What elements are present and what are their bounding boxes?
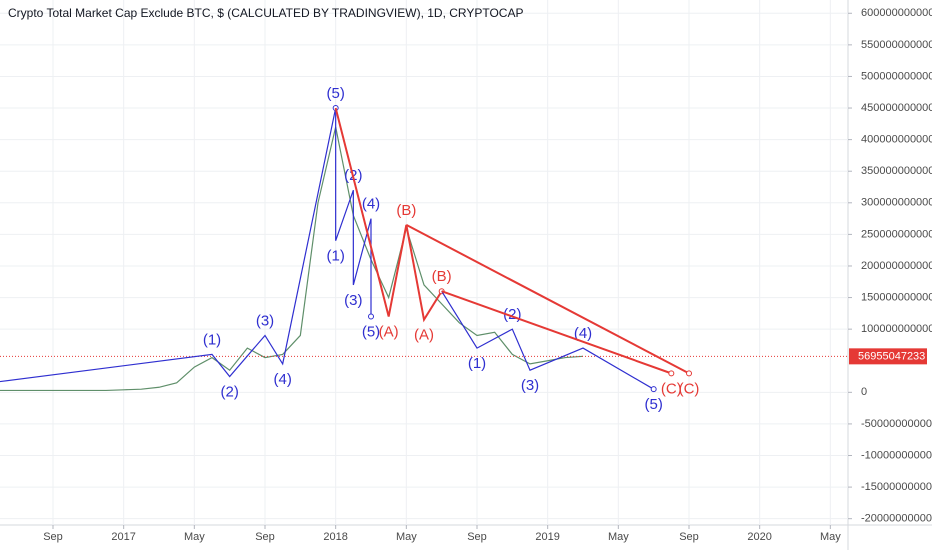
price-line <box>0 126 584 392</box>
wave-end <box>368 313 374 320</box>
wave-label: (B) <box>396 202 416 219</box>
wave-label: (5) <box>644 396 662 413</box>
wave-label: (2) <box>220 384 238 401</box>
x-tick-label: 2018 <box>323 531 347 543</box>
y-tick-label: 500000000000 <box>861 70 932 82</box>
axes: Sep 2017 May Sep 2018 May Sep 2019 May Sep 2020 May… <box>43 7 932 543</box>
wave-label: (A) <box>414 327 434 344</box>
x-tick-label: Sep <box>255 531 275 543</box>
x-tick-label: Sep <box>679 531 699 543</box>
wave-label: (3) <box>521 377 539 394</box>
wave-label: (4) <box>574 325 592 342</box>
wave-label: (1) <box>326 248 344 265</box>
wave-end <box>650 386 657 393</box>
wave-line <box>441 290 654 390</box>
wave-line <box>335 108 372 317</box>
grid <box>0 0 848 525</box>
y-tick-label: 400000000000 <box>861 134 932 146</box>
x-tick-label: May <box>396 531 417 543</box>
wave-line <box>334 107 443 323</box>
x-tick-label: May <box>184 531 205 543</box>
y-tick-label: 200000000000 <box>861 260 932 272</box>
wave-label: (1) <box>468 355 486 372</box>
wave-line <box>441 290 672 375</box>
chart-title: Crypto Total Market Cap Exclude BTC, $ (… <box>8 6 523 20</box>
y-tick-label: -150000000000 <box>861 481 932 493</box>
wave-line <box>405 224 690 375</box>
y-tick-label: 150000000000 <box>861 291 932 303</box>
y-tick-label: 100000000000 <box>861 323 932 335</box>
wave-label: (4) <box>362 196 380 213</box>
wave-label: (3) <box>344 292 362 309</box>
x-tick-label: 2017 <box>111 531 135 543</box>
y-tick-label: 300000000000 <box>861 197 932 209</box>
wave-label: (5) <box>326 85 344 102</box>
wave-end <box>668 370 675 377</box>
wave-label: (C) <box>679 380 700 397</box>
y-tick-label: 450000000000 <box>861 102 932 114</box>
x-tick-label: May <box>820 531 841 543</box>
wave-line <box>0 107 337 383</box>
y-tick-label: 0 <box>861 386 867 398</box>
wave-label: (4) <box>273 371 291 388</box>
y-tick-label: -50000000000 <box>861 418 932 430</box>
y-tick-label: 350000000000 <box>861 165 932 177</box>
y-tick-label: 600000000000 <box>861 7 932 19</box>
wave-label: (A) <box>379 323 399 340</box>
wave-label: (3) <box>256 312 274 329</box>
y-tick-label: 550000000000 <box>861 39 932 51</box>
plot-area: (1)(2)(3)(4)(5)(1)(2)(3)(4)(5)(A)(B)(A)(… <box>0 85 848 413</box>
wave-label: (B) <box>432 268 452 285</box>
wave-label: (C) <box>661 380 682 397</box>
y-tick-label: -200000000000 <box>861 513 932 525</box>
x-tick-label: May <box>608 531 629 543</box>
y-tick-label: -100000000000 <box>861 449 932 461</box>
x-tick-label: 2019 <box>535 531 559 543</box>
wave-label: (5) <box>362 323 380 340</box>
x-tick-label: 2020 <box>747 531 771 543</box>
x-tick-label: Sep <box>467 531 487 543</box>
wave-label: (1) <box>203 331 221 348</box>
last-price-label: 56955047233 <box>858 350 925 362</box>
x-tick-label: Sep <box>43 531 63 543</box>
wave-end <box>686 370 692 377</box>
y-tick-label: 250000000000 <box>861 228 932 240</box>
last-price-tag <box>849 348 927 365</box>
